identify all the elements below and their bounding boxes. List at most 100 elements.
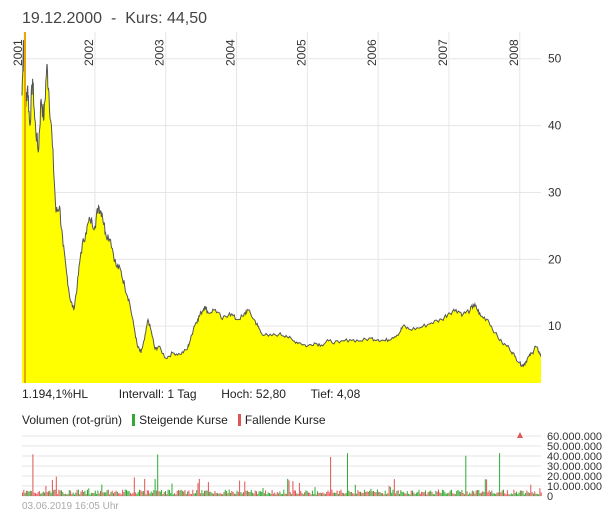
volume-bar bbox=[253, 493, 255, 496]
volume-bar bbox=[517, 493, 519, 496]
volume-bar bbox=[538, 494, 540, 496]
x-tick-label: 2003 bbox=[153, 39, 167, 66]
volume-bar bbox=[55, 476, 57, 496]
volume-tick-label: 40.000.000 bbox=[547, 451, 602, 463]
y-tick-label: 20 bbox=[548, 252, 562, 266]
price-chart[interactable]: 2001 2002 2003 2004 2005 2006 2007 2008 10 20 30 4… bbox=[0, 0, 615, 390]
volume-bar bbox=[408, 493, 410, 496]
volume-bar bbox=[438, 489, 439, 496]
volume-bar bbox=[179, 490, 181, 496]
volume-bar bbox=[357, 490, 359, 496]
volume-bar bbox=[23, 489, 25, 496]
volume-bar bbox=[33, 492, 35, 496]
legend-falling: Fallende Kurse bbox=[244, 413, 326, 427]
volume-title: Volumen (rot-grün) bbox=[22, 413, 123, 427]
volume-bar bbox=[375, 492, 377, 496]
volume-bar bbox=[79, 494, 81, 496]
volume-bar bbox=[222, 494, 224, 496]
volume-bar bbox=[409, 494, 411, 496]
falling-swatch bbox=[237, 414, 241, 426]
volume-bar bbox=[306, 491, 308, 496]
volume-bar bbox=[270, 493, 272, 496]
volume-bar bbox=[287, 478, 289, 496]
volume-bar bbox=[526, 490, 528, 496]
volume-bar bbox=[314, 487, 316, 496]
volume-bar bbox=[435, 490, 437, 496]
volume-bar bbox=[501, 490, 503, 496]
volume-bar bbox=[283, 489, 285, 496]
volume-bar bbox=[262, 488, 264, 496]
volume-bar bbox=[473, 491, 475, 496]
volume-bar bbox=[100, 491, 101, 496]
volume-bar bbox=[102, 492, 104, 496]
volume-bar bbox=[111, 490, 113, 496]
volume-bar bbox=[145, 494, 147, 496]
volume-bar bbox=[25, 490, 27, 496]
volume-bar bbox=[327, 490, 329, 496]
volume-bar bbox=[274, 492, 276, 496]
volume-bar bbox=[51, 479, 53, 496]
volume-bar bbox=[29, 490, 31, 496]
volume-tick-label: 60.000.000 bbox=[547, 431, 602, 443]
volume-bar bbox=[335, 492, 337, 496]
volume-bar bbox=[392, 489, 394, 496]
volume-bar bbox=[319, 492, 321, 496]
volume-bar bbox=[513, 489, 515, 496]
volume-bar bbox=[207, 482, 209, 496]
legend-rising: Steigende Kurse bbox=[139, 413, 228, 427]
volume-bar bbox=[136, 493, 138, 496]
volume-bar bbox=[276, 491, 278, 496]
volume-bar bbox=[135, 492, 137, 496]
volume-bar bbox=[367, 491, 369, 496]
volume-bar bbox=[396, 491, 398, 496]
volume-bar bbox=[252, 492, 254, 496]
volume-bar bbox=[200, 493, 202, 496]
volume-bar bbox=[523, 494, 525, 496]
volume-bar bbox=[192, 489, 194, 496]
volume-bar bbox=[140, 490, 142, 496]
volume-bar bbox=[304, 492, 306, 496]
volume-bar bbox=[261, 491, 263, 496]
volume-bar bbox=[427, 492, 429, 496]
y-tick-label: 10 bbox=[548, 319, 562, 333]
volume-chart[interactable]: 010.000.00020.000.00030.000.00040.000.00… bbox=[0, 428, 615, 500]
volume-bar bbox=[170, 493, 172, 496]
volume-bar bbox=[369, 490, 371, 496]
volume-bar bbox=[302, 494, 304, 496]
volume-bar bbox=[440, 493, 442, 496]
volume-bar bbox=[144, 478, 146, 496]
volume-bar bbox=[235, 493, 237, 496]
volume-bar bbox=[354, 484, 356, 496]
volume-bar bbox=[45, 485, 47, 496]
volume-bar bbox=[280, 493, 282, 496]
volume-bar bbox=[119, 493, 121, 496]
volume-bar bbox=[224, 489, 226, 496]
volume-bar bbox=[168, 490, 170, 496]
volume-bar bbox=[110, 492, 112, 496]
volume-bar bbox=[219, 493, 221, 496]
volume-bar bbox=[75, 492, 77, 496]
volume-bar bbox=[205, 490, 207, 496]
volume-tick-label: 10.000.000 bbox=[547, 481, 602, 493]
volume-bar bbox=[196, 490, 198, 496]
volume-bar bbox=[96, 493, 98, 496]
volume-bar bbox=[89, 494, 91, 496]
volume-bar bbox=[525, 492, 527, 496]
volume-bar bbox=[204, 490, 205, 496]
volume-bar bbox=[49, 490, 51, 496]
volume-bar bbox=[214, 491, 216, 496]
volume-bar bbox=[300, 490, 302, 496]
stat-performance: 1.194,1%HL bbox=[22, 387, 89, 401]
volume-bar bbox=[350, 491, 352, 496]
x-tick-label: 2007 bbox=[436, 39, 450, 66]
volume-tick-label: 0 bbox=[547, 491, 553, 500]
volume-bar bbox=[223, 491, 225, 496]
volume-bar bbox=[120, 494, 122, 496]
volume-bar bbox=[451, 489, 452, 496]
volume-bar bbox=[146, 490, 148, 496]
volume-bar bbox=[401, 491, 403, 496]
volume-bar bbox=[328, 492, 330, 496]
volume-bar bbox=[66, 494, 68, 496]
volume-bar bbox=[157, 454, 159, 496]
volume-bar bbox=[317, 491, 319, 496]
